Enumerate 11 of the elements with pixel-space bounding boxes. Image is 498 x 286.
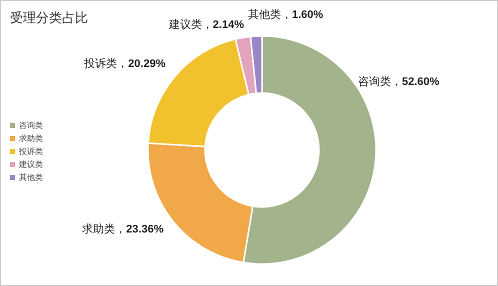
data-label: 建议类，2.14% [168,18,244,31]
data-label: 求助类，23.36% [82,222,164,236]
legend-label: 其他类 [19,173,43,182]
legend-label: 求助类 [19,134,43,143]
data-label: 咨询类，52.60% [358,75,440,88]
data-label: 其他类，1.60% [248,8,324,22]
legend-label: 投诉类 [18,147,43,156]
chart-title: 受理分类占比 [10,10,88,25]
data-label: 投诉类，20.29% [83,56,166,70]
legend-label: 咨询类 [19,121,43,130]
legend-label: 建议类 [18,160,43,169]
